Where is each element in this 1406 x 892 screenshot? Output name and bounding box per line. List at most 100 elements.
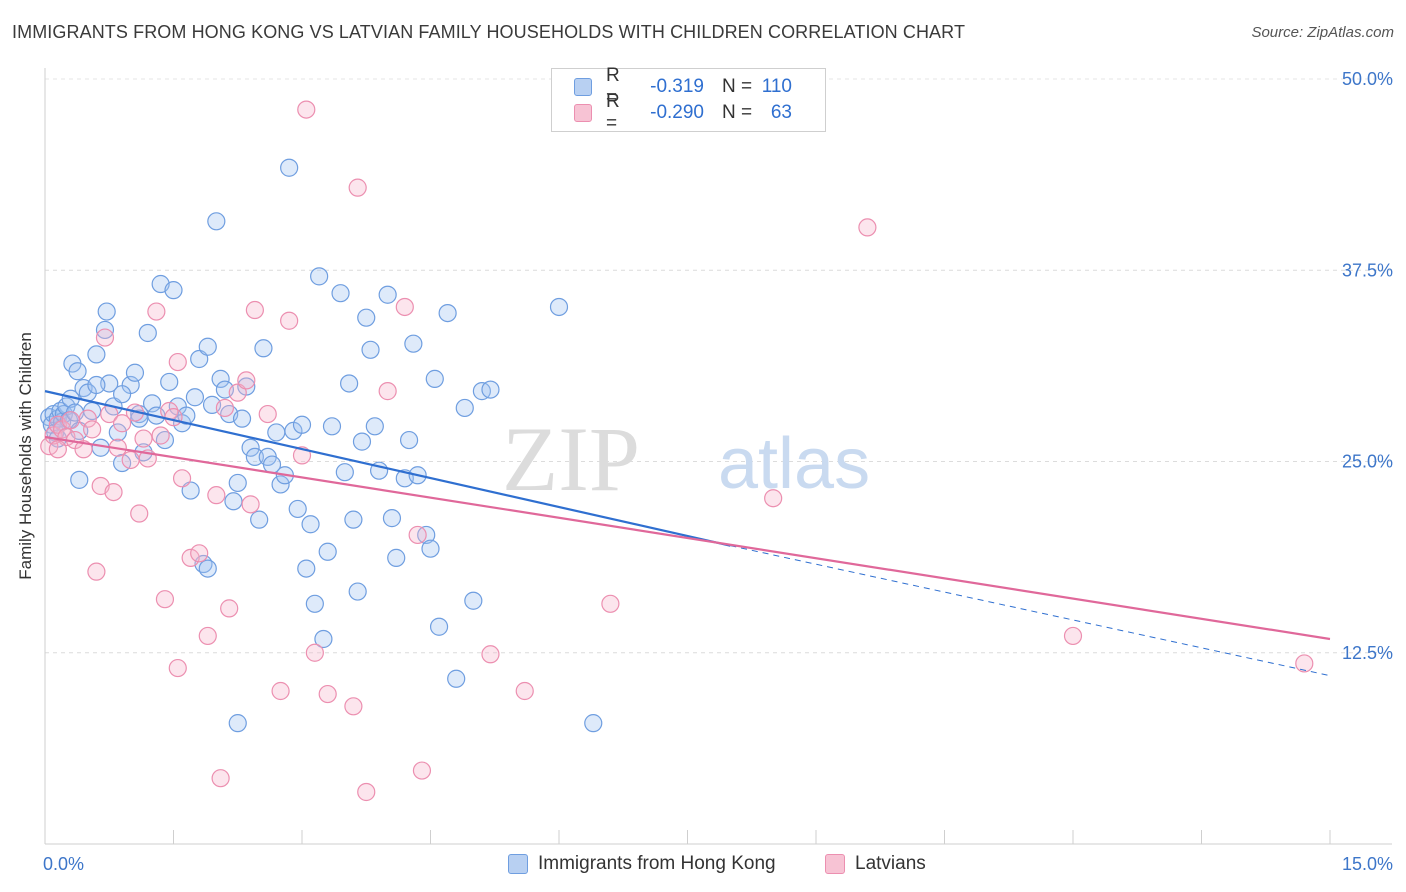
hong-kong-point — [280, 158, 299, 177]
bottom-legend-hong-kong: Immigrants from Hong Kong — [508, 852, 776, 876]
latvians-point — [112, 414, 132, 433]
watermark-zip: ZIP — [502, 408, 640, 510]
legend-row-hong-kong: R = -0.319 N = 110 — [574, 65, 792, 108]
latvians-point — [1295, 654, 1314, 673]
hong-kong-point — [288, 499, 307, 519]
hong-kong-point — [138, 323, 157, 343]
latvians-point — [280, 311, 299, 330]
trend-lines — [44, 390, 1331, 677]
latvians-point — [83, 420, 102, 439]
latvians-point — [515, 681, 534, 701]
latvians-point — [130, 504, 149, 523]
y-tick-label: 25.0% — [1342, 452, 1393, 472]
latvians-point — [87, 562, 106, 581]
hong-kong-point — [335, 463, 354, 482]
series-latvians-points — [40, 100, 1314, 802]
latvians-point — [1063, 626, 1083, 646]
hong-kong-point — [322, 417, 342, 436]
hong-kong-point — [267, 423, 286, 442]
latvians-point — [357, 782, 376, 802]
hong-kong-point — [241, 438, 260, 457]
hong-kong-point — [447, 669, 466, 688]
latvians-point — [378, 382, 397, 401]
hong-kong-point — [198, 559, 217, 578]
chart-title: IMMIGRANTS FROM HONG KONG VS LATVIAN FAM… — [12, 22, 966, 42]
hong-kong-point — [481, 380, 500, 399]
hong-kong-point — [310, 267, 329, 286]
hong-kong-point — [68, 362, 87, 381]
latvians-point — [241, 495, 260, 514]
gridlines — [45, 78, 1392, 654]
hong-kong-point — [357, 308, 376, 327]
latvians-point — [271, 681, 290, 701]
hong-kong-point — [305, 594, 324, 613]
hong-kong-point — [87, 375, 106, 395]
y-tick-label: 50.0% — [1342, 69, 1393, 89]
legend-swatch-pink — [574, 104, 592, 122]
bottom-legend-label: Immigrants from Hong Kong — [538, 853, 776, 874]
hong-kong-point — [464, 591, 483, 610]
latvians-point — [858, 218, 877, 237]
latvians-point — [151, 426, 170, 445]
latvians-point — [305, 643, 324, 662]
latvians-point — [764, 489, 783, 508]
bottom-legend-swatch-blue — [508, 854, 528, 874]
hong-kong-point — [245, 447, 264, 467]
hong-kong-point — [429, 617, 449, 636]
latvians-point — [61, 411, 80, 430]
hong-kong-point — [87, 345, 106, 364]
hong-kong-point — [365, 417, 384, 436]
axes — [44, 68, 1392, 845]
r-value: -0.319 — [650, 76, 704, 97]
latvians-point — [104, 483, 123, 502]
hong-kong-trend-line — [44, 390, 731, 547]
latvians-point — [601, 594, 620, 613]
hong-kong-point — [318, 542, 337, 561]
hong-kong-point — [421, 539, 440, 558]
hong-kong-point — [301, 515, 320, 534]
n-label: N = — [722, 76, 753, 97]
hong-kong-point — [314, 629, 333, 649]
latvians-point — [318, 684, 337, 704]
hong-kong-point — [97, 302, 116, 321]
y-tick-label: 37.5% — [1342, 260, 1393, 280]
latvians-point — [220, 599, 239, 618]
legend-swatch-blue — [574, 78, 592, 96]
latvians-point — [95, 328, 115, 347]
latvians-point — [344, 697, 363, 716]
hong-kong-point — [232, 409, 252, 428]
hong-kong-point — [70, 470, 89, 489]
y-tick-label: 12.5% — [1342, 643, 1393, 663]
y-axis-label: Family Households with Children — [16, 332, 35, 580]
n-value: 110 — [761, 76, 792, 97]
r-label: R = — [606, 65, 620, 108]
latvians-point — [134, 429, 153, 448]
hong-kong-point — [271, 475, 290, 494]
hong-kong-point — [340, 374, 359, 393]
hong-kong-point — [455, 398, 474, 418]
latvians-point — [237, 371, 256, 390]
latvians-point — [211, 769, 230, 788]
latvians-point — [74, 440, 93, 459]
bottom-legend-latvians: Latvians — [825, 852, 926, 876]
hong-kong-point — [292, 415, 312, 434]
latvians-point — [412, 761, 432, 780]
hong-kong-point — [549, 297, 569, 317]
hong-kong-point — [331, 284, 350, 303]
hong-kong-point — [348, 582, 367, 601]
hong-kong-point — [211, 369, 230, 388]
latvians-point — [245, 300, 264, 320]
latvians-point — [190, 544, 209, 563]
latvians-point — [215, 398, 234, 418]
hong-kong-point — [297, 559, 316, 578]
hong-kong-point — [108, 423, 127, 442]
latvians-point — [395, 297, 414, 317]
watermark: ZIP atlas — [502, 408, 870, 510]
hong-kong-point — [378, 285, 397, 304]
latvians-point — [155, 590, 175, 609]
hong-kong-point — [584, 714, 603, 733]
hong-kong-point — [160, 372, 179, 392]
hong-kong-point — [125, 363, 145, 382]
r-label: R = — [606, 91, 620, 134]
